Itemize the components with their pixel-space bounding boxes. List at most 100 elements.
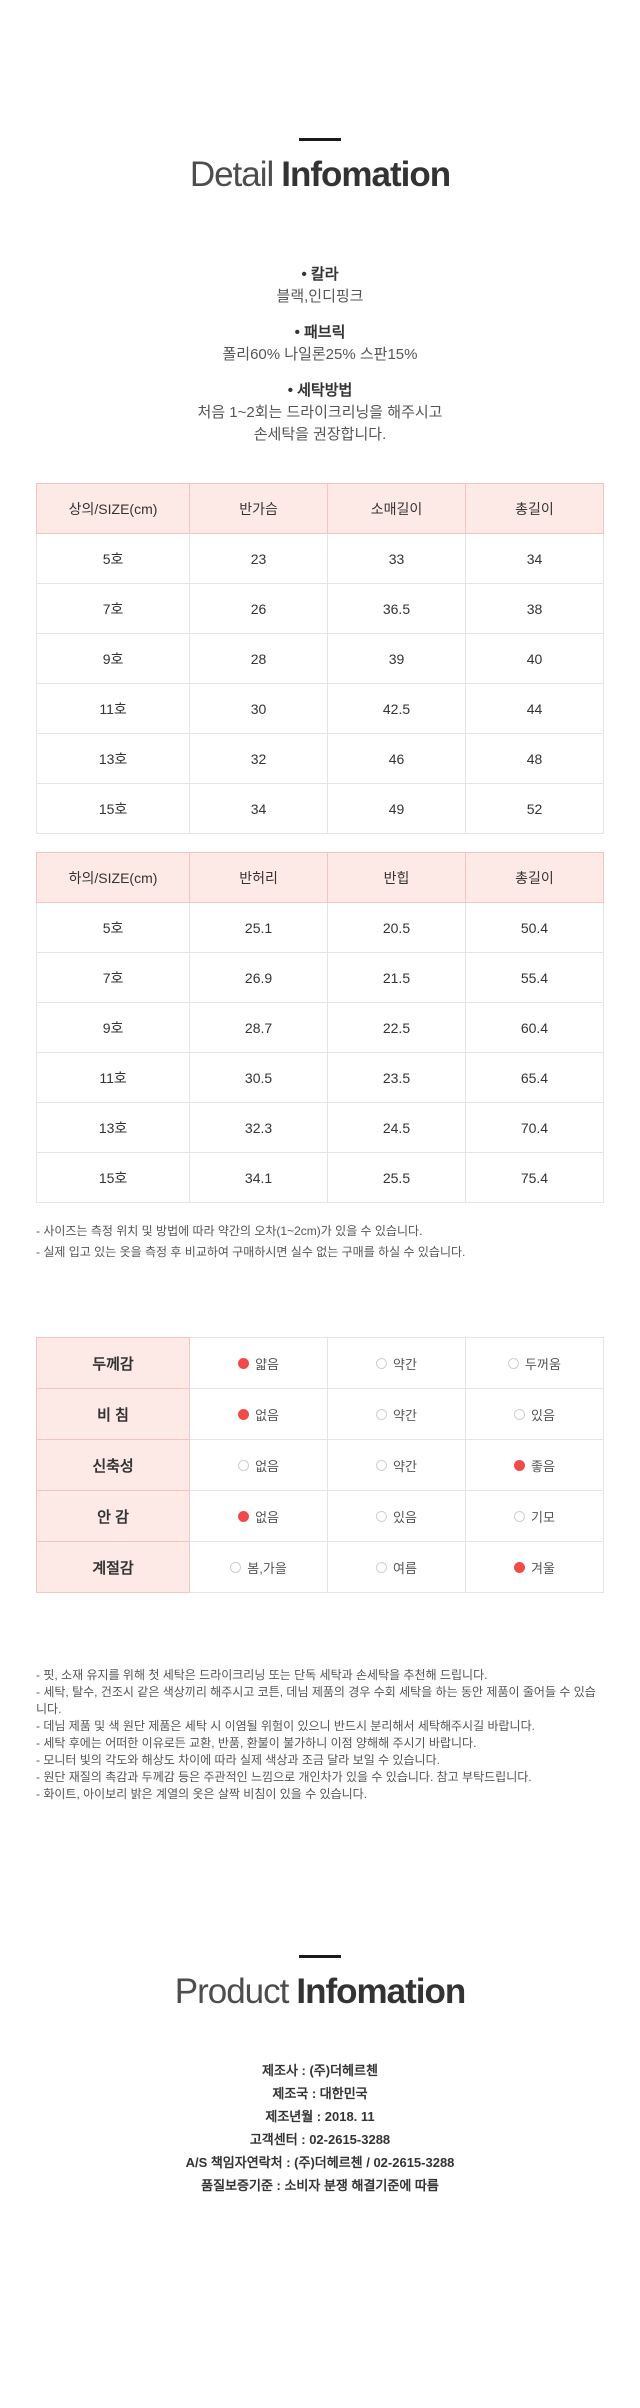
attribute-option-label: 좋음 [531, 1458, 555, 1474]
size-table-cell: 36.5 [327, 583, 466, 634]
size-table-row: 15호 34 49 52 [35, 783, 605, 834]
size-table-row: 7호 26 36.5 38 [35, 583, 605, 634]
attribute-row: 신축성 없음 약간 좋음 [35, 1439, 605, 1491]
radio-selected-icon [238, 1409, 250, 1421]
attribute-label-cell: 비 침 [35, 1388, 191, 1440]
attribute-label-cell: 신축성 [35, 1439, 191, 1491]
size-table-cell: 11호 [35, 683, 191, 734]
attribute-option-cell: 없음 [189, 1388, 329, 1440]
size-table-cell: 60.4 [464, 1002, 605, 1053]
attribute-option-cell: 약간 [327, 1439, 466, 1491]
size-note-line: - 실제 입고 있는 옷을 측정 후 비교하여 구매하시면 실수 없는 구매를 … [36, 1245, 466, 1259]
size-table-cell: 38 [464, 583, 605, 634]
attribute-option-cell: 있음 [327, 1490, 466, 1542]
size-table-cell: 20.5 [327, 902, 466, 953]
attribute-row: 비 침 없음 약간 있음 [35, 1388, 605, 1440]
radio-unselected-icon [508, 1358, 520, 1370]
size-table-row: 5호 23 33 34 [35, 533, 605, 584]
size-table-cell: 21.5 [327, 952, 466, 1003]
lower-size-table: 하의/SIZE(cm) 반허리 반힙 총길이 5호 25.1 20.5 50.4 7호 26.9 2… [35, 852, 605, 1203]
attribute-option-label: 약간 [393, 1356, 417, 1372]
detail-item-title: • 패브릭 [294, 324, 346, 341]
radio-unselected-icon [376, 1460, 388, 1472]
attribute-option-cell: 기모 [464, 1490, 605, 1542]
product-title-light: Product [174, 1972, 290, 2011]
size-table-row: 9호 28 39 40 [35, 633, 605, 684]
size-table-cell: 7호 [35, 583, 191, 634]
size-table-header-cell: 총길이 [464, 483, 605, 534]
care-note-line: - 핏, 소재 유지를 위해 첫 세탁은 드라이크리닝 또는 단독 세탁과 손세… [36, 1668, 488, 1682]
size-table-cell: 23 [189, 533, 329, 584]
size-notes: - 사이즈는 측정 위치 및 방법에 따라 약간의 오차(1~2cm)가 있을 … [36, 1221, 604, 1263]
radio-selected-icon [238, 1511, 250, 1523]
attribute-option-label: 두꺼움 [525, 1356, 561, 1372]
product-title-bold: Infomation [296, 1972, 466, 2011]
care-note-line: - 세탁, 탈수, 건조시 같은 색상끼리 해주시고 코튼, 데님 제품의 경우… [36, 1685, 596, 1716]
size-table-cell: 32 [189, 733, 329, 784]
attribute-option-cell: 좋음 [464, 1439, 605, 1491]
attribute-option-label: 기모 [531, 1509, 555, 1525]
attribute-row: 계절감 봄,가을 여름 겨울 [35, 1541, 605, 1593]
size-table-cell: 46 [327, 733, 466, 784]
attribute-option-cell: 두꺼움 [464, 1337, 605, 1389]
size-table-row: 11호 30.5 23.5 65.4 [35, 1052, 605, 1103]
size-note-line: - 사이즈는 측정 위치 및 방법에 따라 약간의 오차(1~2cm)가 있을 … [36, 1224, 423, 1238]
size-table-row: 7호 26.9 21.5 55.4 [35, 952, 605, 1003]
size-table-cell: 44 [464, 683, 605, 734]
attribute-option-label: 약간 [393, 1407, 417, 1423]
size-table-header-cell: 소매길이 [327, 483, 466, 534]
size-table-row: 13호 32.3 24.5 70.4 [35, 1102, 605, 1153]
attribute-option-label: 약간 [393, 1458, 417, 1474]
size-table-cell: 42.5 [327, 683, 466, 734]
size-table-header-cell: 반허리 [189, 852, 329, 903]
attribute-option-cell: 약간 [327, 1388, 466, 1440]
attribute-option-label: 얇음 [255, 1356, 279, 1372]
attribute-option-label: 없음 [255, 1407, 279, 1423]
product-section-title: Product Infomation [0, 1971, 640, 2013]
attribute-option-cell: 봄,가을 [189, 1541, 329, 1593]
care-note-line: - 화이트, 아이보리 밝은 계열의 옷은 살짝 비침이 있을 수 있습니다. [36, 1787, 368, 1801]
size-table-cell: 25.5 [327, 1152, 466, 1203]
size-table-header-row: 상의/SIZE(cm) 반가슴 소매길이 총길이 [35, 483, 605, 534]
radio-unselected-icon [514, 1409, 526, 1421]
size-table-cell: 75.4 [464, 1152, 605, 1203]
attribute-option-cell: 약간 [327, 1337, 466, 1389]
product-info-line: 품질보증기준 : 소비자 분쟁 해결기준에 따름 [201, 2178, 439, 2193]
size-table-cell: 65.4 [464, 1052, 605, 1103]
detail-item-line: 폴리60% 나일론25% 스판15% [222, 346, 418, 363]
radio-selected-icon [514, 1562, 526, 1574]
attribute-option-cell: 겨울 [464, 1541, 605, 1593]
size-table-header-row: 하의/SIZE(cm) 반허리 반힙 총길이 [35, 852, 605, 903]
size-table-header-cell: 상의/SIZE(cm) [35, 483, 191, 534]
detail-item-title: • 칼라 [301, 266, 339, 283]
care-note-line: - 모니터 빛의 각도와 해상도 차이에 따라 실제 색상과 조금 달라 보일 … [36, 1753, 440, 1767]
size-table-header-cell: 하의/SIZE(cm) [35, 852, 191, 903]
attribute-label-cell: 두께감 [35, 1337, 191, 1389]
radio-unselected-icon [230, 1562, 242, 1574]
size-table-cell: 11호 [35, 1052, 191, 1103]
size-table-cell: 49 [327, 783, 466, 834]
size-table-cell: 30.5 [189, 1052, 329, 1103]
size-table-cell: 13호 [35, 733, 191, 784]
size-table-cell: 70.4 [464, 1102, 605, 1153]
size-table-cell: 22.5 [327, 1002, 466, 1053]
size-table-cell: 34 [189, 783, 329, 834]
size-table-row: 13호 32 46 48 [35, 733, 605, 784]
detail-item-line: 손세탁을 권장합니다. [253, 426, 387, 443]
size-table-cell: 28.7 [189, 1002, 329, 1053]
attribute-option-label: 없음 [255, 1458, 279, 1474]
product-info-line: 고객센터 : 02-2615-3288 [249, 2132, 391, 2147]
size-table-cell: 23.5 [327, 1052, 466, 1103]
radio-unselected-icon [238, 1460, 250, 1472]
attribute-option-label: 겨울 [531, 1560, 555, 1576]
detail-item-line: 블랙,인디핑크 [276, 288, 364, 305]
product-detail-item: • 세탁방법 처음 1~2회는 드라이크리닝을 해주시고 손세탁을 권장합니다. [0, 380, 640, 446]
size-table-cell: 50.4 [464, 902, 605, 953]
size-table-cell: 40 [464, 633, 605, 684]
product-info-line: 제조사 : (주)더헤르첸 [262, 2063, 378, 2078]
detail-section-title: Detail Infomation [0, 154, 640, 196]
detail-section-divider-line [299, 138, 341, 141]
attribute-option-label: 있음 [531, 1407, 555, 1423]
size-table-cell: 15호 [35, 1152, 191, 1203]
